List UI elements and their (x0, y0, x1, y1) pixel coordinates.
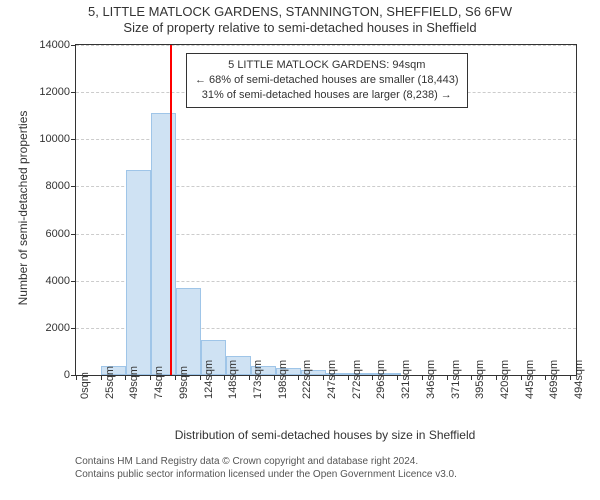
x-tick (76, 375, 77, 380)
x-tick (570, 375, 571, 380)
x-tick-label: 0sqm (79, 385, 91, 399)
x-tick (249, 375, 250, 380)
y-tick-label: 10000 (39, 133, 76, 145)
x-tick-label: 371sqm (450, 385, 462, 399)
x-tick-label: 296sqm (375, 385, 387, 399)
x-tick-label: 74sqm (153, 385, 165, 399)
x-tick (496, 375, 497, 380)
info-box: 5 LITTLE MATLOCK GARDENS: 94sqm← 68% of … (186, 53, 468, 108)
title-line-2: Size of property relative to semi-detach… (0, 20, 600, 35)
info-box-line: 5 LITTLE MATLOCK GARDENS: 94sqm (195, 58, 459, 73)
footer-line-1: Contains HM Land Registry data © Crown c… (75, 456, 575, 469)
x-tick (521, 375, 522, 380)
y-tick-label: 8000 (46, 180, 76, 192)
x-tick-label: 173sqm (252, 385, 264, 399)
info-box-line: 31% of semi-detached houses are larger (… (195, 88, 459, 103)
y-tick-label: 14000 (39, 39, 76, 51)
x-tick (323, 375, 324, 380)
histogram-bar (126, 170, 151, 375)
attribution-footer: Contains HM Land Registry data © Crown c… (75, 456, 575, 481)
x-axis-label: Distribution of semi-detached houses by … (75, 428, 575, 442)
x-tick (471, 375, 472, 380)
x-tick (175, 375, 176, 380)
y-tick-label: 0 (64, 369, 76, 381)
histogram-bar (151, 113, 176, 375)
x-tick-label: 25sqm (104, 385, 116, 399)
y-tick-label: 12000 (39, 86, 76, 98)
x-tick-label: 124sqm (203, 385, 215, 399)
x-tick (224, 375, 225, 380)
x-tick (298, 375, 299, 380)
y-tick-label: 4000 (46, 275, 76, 287)
x-tick-label: 321sqm (400, 385, 412, 399)
grid-line (76, 45, 576, 46)
title-line-1: 5, LITTLE MATLOCK GARDENS, STANNINGTON, … (0, 4, 600, 19)
x-tick-label: 148sqm (227, 385, 239, 399)
x-tick-label: 99sqm (178, 385, 190, 399)
histogram-bar (176, 288, 201, 375)
reference-line (170, 45, 172, 375)
x-tick (150, 375, 151, 380)
x-tick (372, 375, 373, 380)
y-tick-label: 6000 (46, 228, 76, 240)
footer-line-2: Contains public sector information licen… (75, 469, 575, 482)
x-tick (397, 375, 398, 380)
x-tick-label: 469sqm (548, 385, 560, 399)
y-axis-label: Number of semi-detached properties (16, 58, 30, 358)
x-tick-label: 272sqm (351, 385, 363, 399)
x-tick (101, 375, 102, 380)
x-tick (422, 375, 423, 380)
chart-title: 5, LITTLE MATLOCK GARDENS, STANNINGTON, … (0, 4, 600, 35)
chart-root: { "title": { "line1": "5, LITTLE MATLOCK… (0, 0, 600, 500)
x-tick-label: 395sqm (474, 385, 486, 399)
x-tick (125, 375, 126, 380)
x-tick-label: 420sqm (499, 385, 511, 399)
x-tick (545, 375, 546, 380)
x-tick-label: 247sqm (326, 385, 338, 399)
x-tick-label: 198sqm (277, 385, 289, 399)
info-box-line: ← 68% of semi-detached houses are smalle… (195, 73, 459, 88)
x-tick-label: 222sqm (301, 385, 313, 399)
x-tick (348, 375, 349, 380)
y-tick-label: 2000 (46, 322, 76, 334)
x-tick-label: 494sqm (573, 385, 585, 399)
x-tick-label: 49sqm (128, 385, 140, 399)
x-tick (200, 375, 201, 380)
x-tick (274, 375, 275, 380)
x-tick-label: 346sqm (425, 385, 437, 399)
plot-area: 020004000600080001000012000140000sqm25sq… (75, 44, 577, 376)
x-tick-label: 445sqm (524, 385, 536, 399)
x-tick (447, 375, 448, 380)
